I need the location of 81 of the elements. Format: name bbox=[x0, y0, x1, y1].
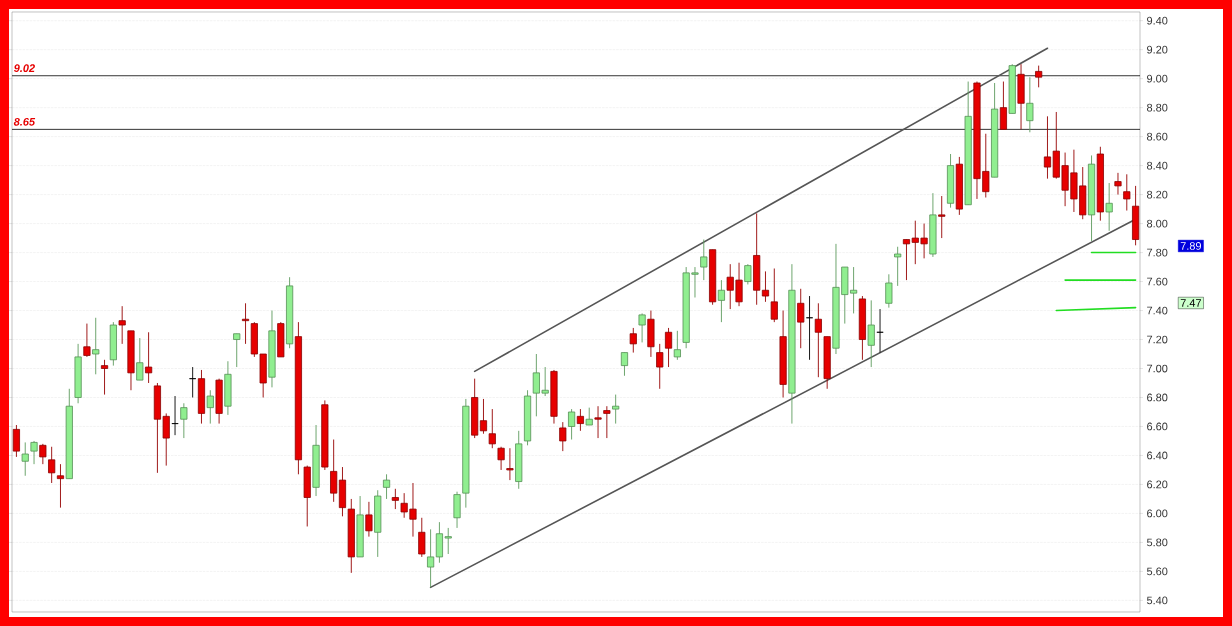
candlestick bbox=[1035, 65, 1043, 88]
candlestick bbox=[620, 352, 629, 377]
y-tick-label: 7.40 bbox=[1147, 306, 1168, 315]
candlestick bbox=[1123, 173, 1131, 211]
candlestick bbox=[576, 408, 584, 432]
candlestick bbox=[559, 421, 567, 452]
y-tick-label: 8.20 bbox=[1147, 190, 1168, 199]
candlestick bbox=[770, 268, 778, 323]
candlestick bbox=[39, 443, 47, 465]
candlestick bbox=[656, 343, 664, 390]
ref-line-label: 9.02 bbox=[13, 64, 35, 73]
candlestick bbox=[418, 517, 426, 558]
candlestick bbox=[885, 273, 893, 309]
candlestick bbox=[603, 405, 611, 439]
y-tick-label: 6.80 bbox=[1147, 393, 1168, 402]
y-tick-label: 5.40 bbox=[1146, 596, 1168, 605]
candlestick bbox=[241, 302, 250, 345]
candlestick bbox=[867, 299, 875, 368]
candlestick bbox=[594, 405, 602, 439]
candlestick bbox=[427, 528, 435, 588]
y-tick-label: 7.80 bbox=[1147, 248, 1168, 257]
candlestick bbox=[673, 330, 681, 361]
candlestick bbox=[894, 246, 902, 287]
text: 7.89 bbox=[1180, 242, 1202, 250]
candlestick bbox=[453, 491, 461, 529]
candlestick bbox=[497, 446, 505, 471]
candlestick bbox=[568, 408, 576, 440]
candlestick bbox=[56, 463, 65, 509]
candlestick bbox=[717, 279, 725, 323]
candlestick bbox=[814, 302, 822, 378]
y-tick-label: 8.00 bbox=[1147, 219, 1168, 228]
y-tick-label: 6.20 bbox=[1147, 480, 1168, 489]
y-tick-label: 6.00 bbox=[1147, 509, 1168, 518]
candlestick bbox=[48, 446, 56, 484]
y-tick-label: 9.40 bbox=[1147, 16, 1168, 25]
candlestick bbox=[118, 305, 126, 345]
candlestick bbox=[700, 239, 708, 281]
y-tick-label: 5.60 bbox=[1146, 567, 1168, 576]
candlestick bbox=[797, 288, 805, 349]
candlestick bbox=[382, 473, 391, 500]
candlestick bbox=[761, 270, 770, 303]
y-tick-label: 9.00 bbox=[1147, 74, 1168, 83]
y-tick-label: 5.80 bbox=[1146, 538, 1168, 547]
candlestick bbox=[999, 81, 1007, 130]
candlestick bbox=[12, 424, 20, 458]
y-tick-label: 6.40 bbox=[1147, 451, 1168, 460]
candlestick bbox=[938, 195, 946, 239]
candlestick bbox=[100, 359, 109, 396]
y-tick-label: 8.80 bbox=[1147, 103, 1168, 112]
candlestick bbox=[330, 439, 338, 503]
candlestick bbox=[488, 408, 496, 449]
text: 7.47 bbox=[1180, 299, 1201, 307]
candlestick bbox=[145, 331, 153, 384]
candlestick bbox=[30, 440, 38, 465]
candlestick bbox=[1105, 182, 1113, 232]
y-tick-label: 7.20 bbox=[1147, 335, 1168, 344]
candlestick bbox=[664, 327, 673, 368]
y-tick-label: 7.60 bbox=[1147, 277, 1168, 286]
y-tick-label: 7.00 bbox=[1147, 364, 1168, 373]
candlestick bbox=[83, 323, 91, 358]
candlestick bbox=[365, 501, 373, 538]
y-tick-label: 6.60 bbox=[1147, 422, 1168, 431]
y-tick-label: 8.60 bbox=[1147, 132, 1168, 141]
candlestick bbox=[1114, 172, 1122, 196]
candlestick bbox=[206, 389, 214, 425]
ref-line-label: 8.65 bbox=[13, 117, 36, 126]
candlestick bbox=[92, 317, 100, 375]
candlestick bbox=[391, 488, 399, 510]
candlestick bbox=[629, 327, 637, 354]
candlestick bbox=[1026, 76, 1034, 133]
candlestick bbox=[233, 333, 241, 368]
candlestick bbox=[180, 402, 188, 439]
y-tick-label: 9.20 bbox=[1147, 45, 1168, 54]
candlestick bbox=[506, 447, 514, 481]
candlestick bbox=[744, 263, 752, 285]
candlestick bbox=[479, 398, 488, 435]
candlestick bbox=[638, 312, 646, 343]
y-tick-label: 8.40 bbox=[1147, 161, 1168, 170]
candlestick bbox=[21, 441, 29, 477]
candlestick bbox=[612, 394, 620, 425]
candlestick bbox=[136, 337, 144, 381]
